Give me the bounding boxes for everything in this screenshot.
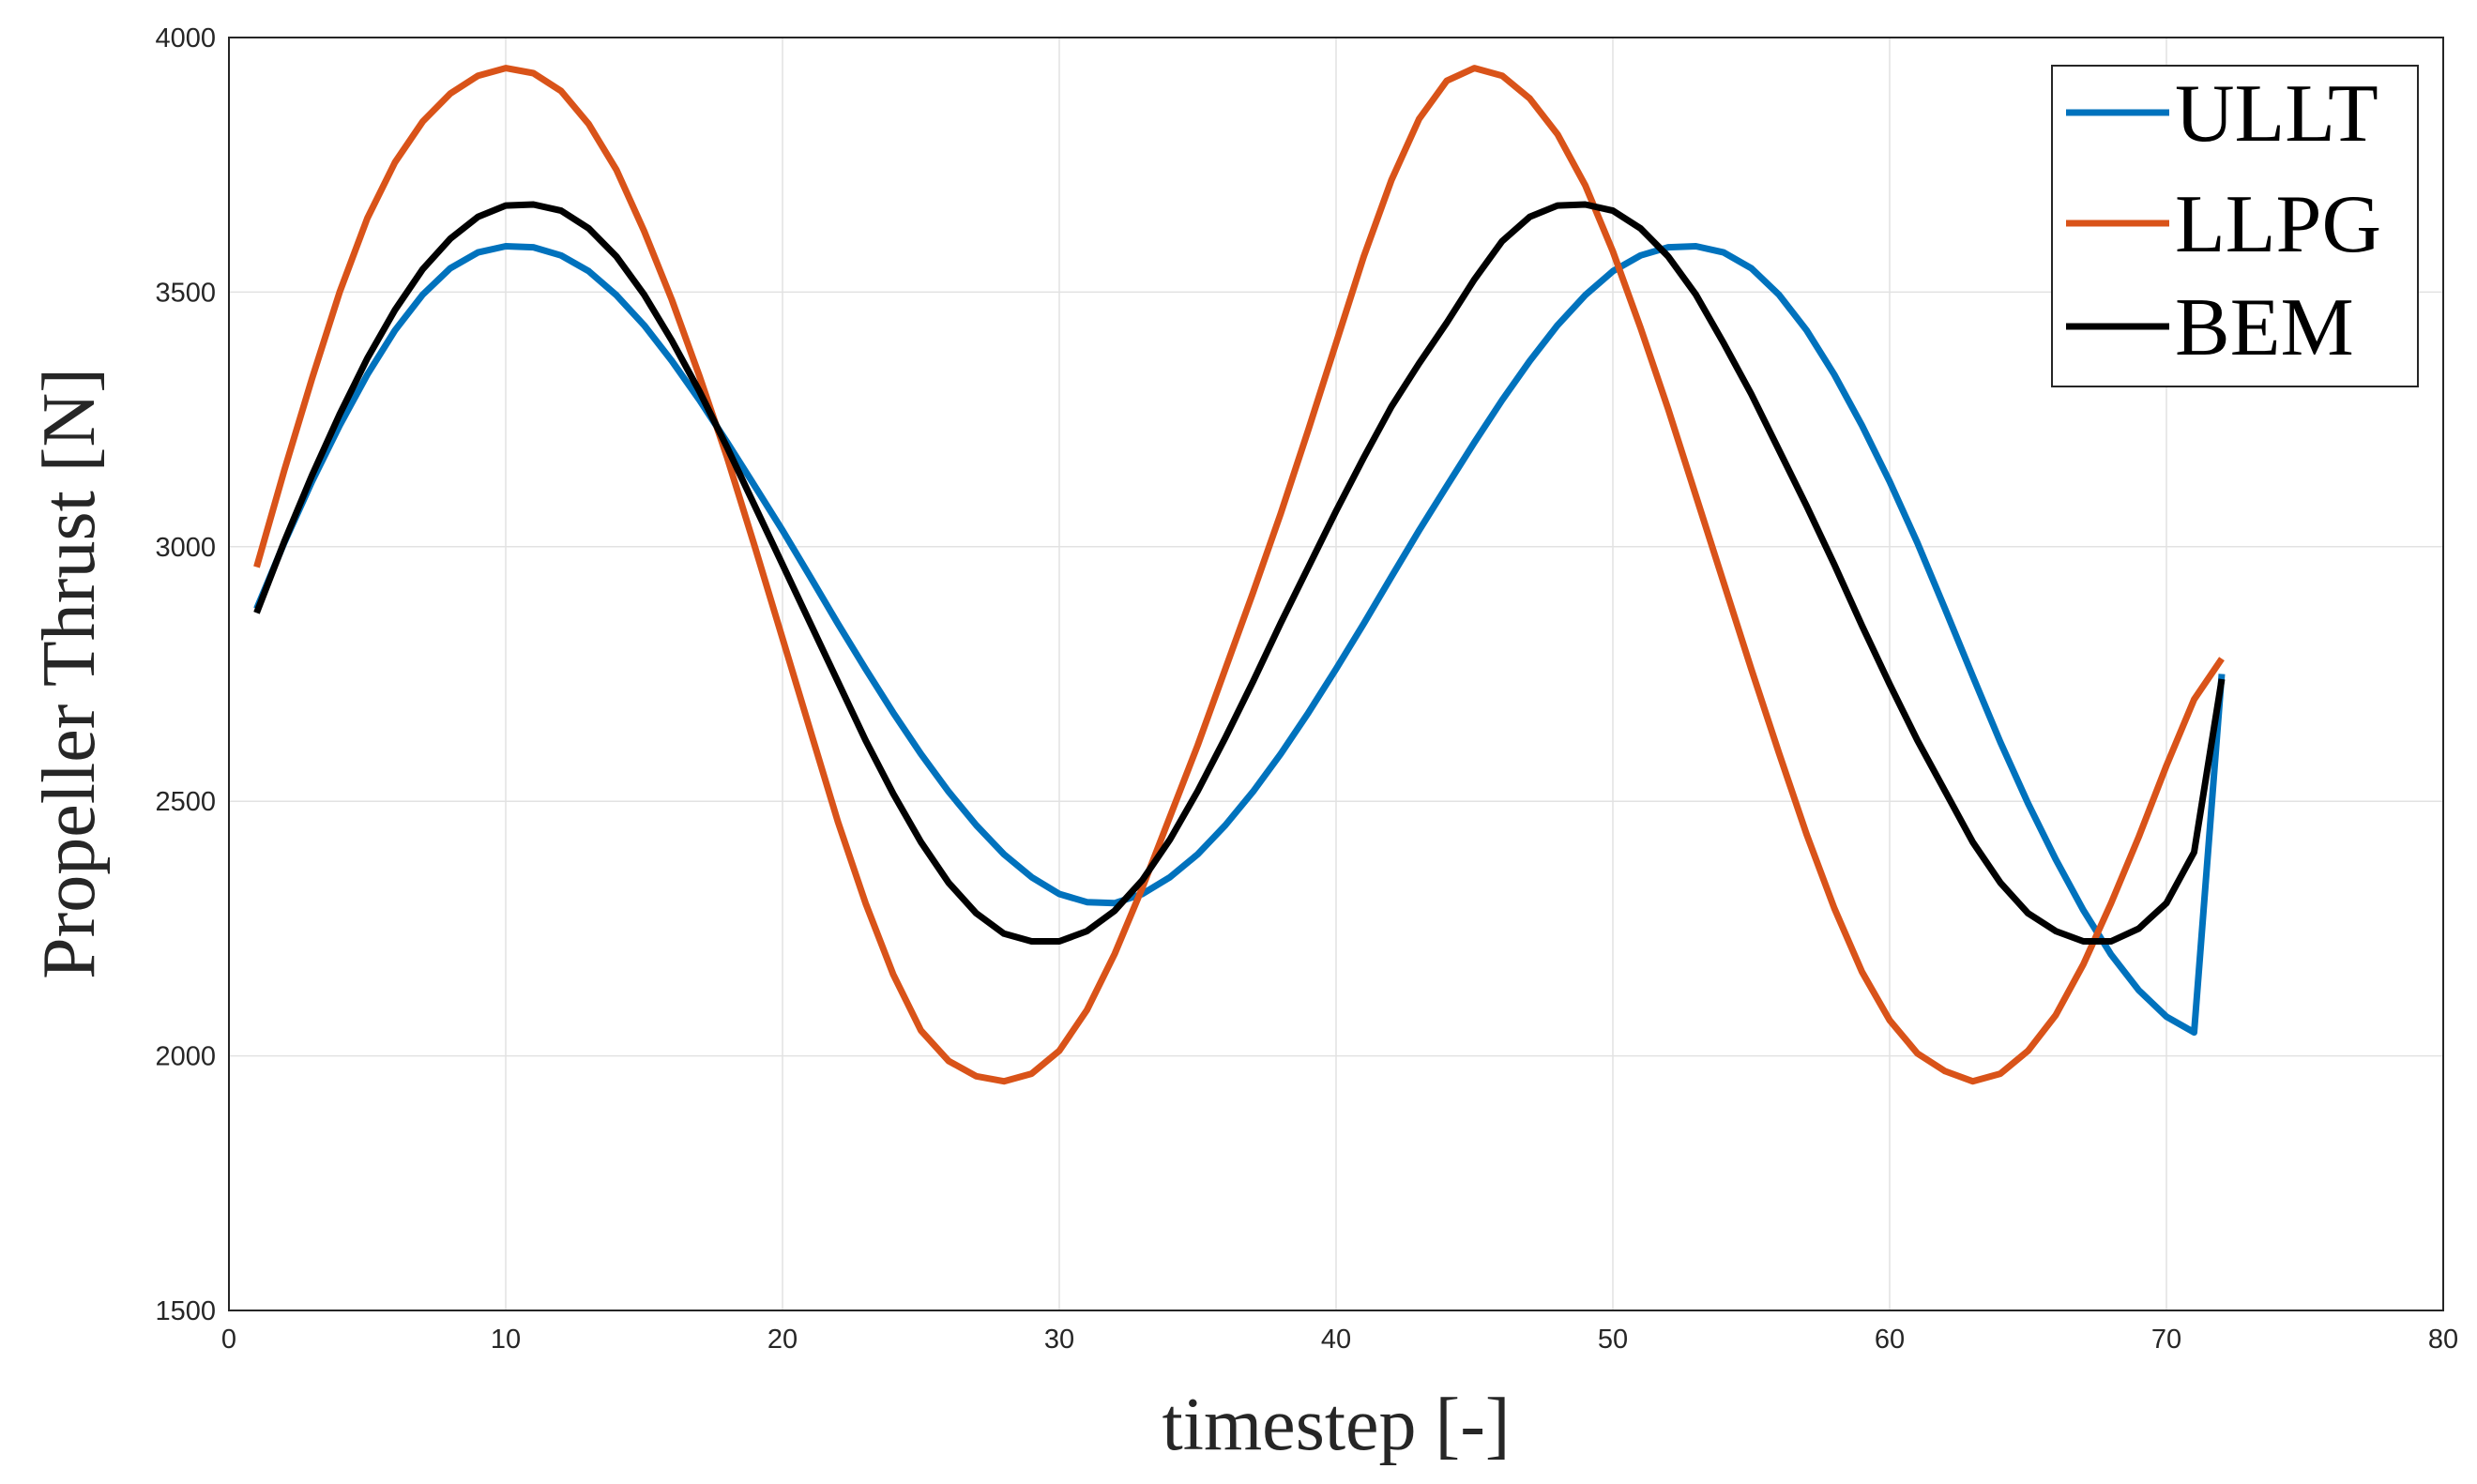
x-tick-label: 70 [2151,1325,2181,1355]
x-tick-label: 10 [491,1325,521,1355]
legend-label-ullt: ULLT [2175,68,2378,159]
series-line-ullt [253,243,2226,1037]
series-line-bem [253,201,2226,945]
x-axis-title: timestep [-] [1163,1384,1511,1466]
y-tick-label: 3500 [155,278,216,308]
x-tick-label: 0 [221,1325,236,1355]
y-axis-title: Propeller Thrust [N] [28,368,111,979]
x-tick-label: 20 [767,1325,798,1355]
x-tick-label: 80 [2428,1325,2458,1355]
y-tick-label: 3000 [155,533,216,563]
series-lines [253,65,2226,1085]
x-tick-label: 40 [1321,1325,1351,1355]
legend-label-llpg: LLPG [2175,179,2381,270]
x-tick-labels: 0 10 20 30 40 50 60 70 80 [221,1325,2458,1355]
series-line-llpg [253,65,2225,1085]
y-tick-labels: 1500 2000 2500 3000 3500 4000 [155,23,216,1326]
y-tick-label: 1500 [155,1296,216,1326]
y-tick-label: 4000 [155,23,216,53]
y-tick-label: 2500 [155,787,216,817]
legend: ULLT LLPG BEM [2051,65,2419,387]
plot-frame [228,37,2444,1311]
legend-label-bem: BEM [2175,282,2354,373]
x-tick-label: 60 [1875,1325,1905,1355]
x-tick-label: 30 [1044,1325,1074,1355]
x-tick-label: 50 [1598,1325,1628,1355]
y-tick-label: 2000 [155,1042,216,1072]
